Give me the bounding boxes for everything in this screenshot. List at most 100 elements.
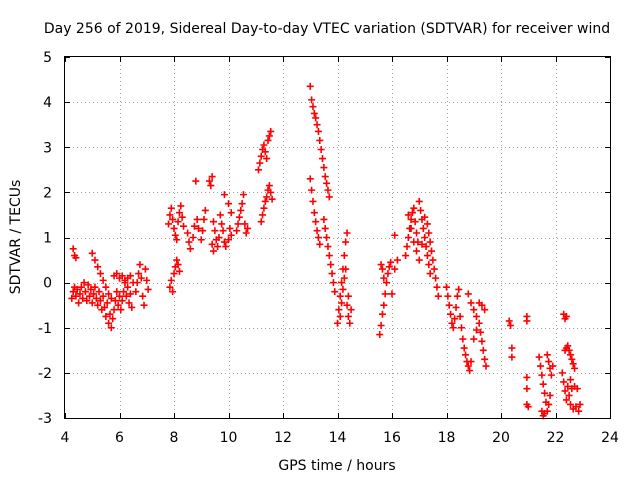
data-point xyxy=(99,292,107,300)
data-point xyxy=(136,261,144,269)
data-point xyxy=(139,292,147,300)
data-point xyxy=(331,288,339,296)
data-point xyxy=(140,301,148,309)
data-point xyxy=(524,403,532,411)
data-point xyxy=(83,297,91,305)
data-point xyxy=(340,274,348,282)
data-point xyxy=(387,258,395,266)
data-point xyxy=(79,294,87,302)
data-point xyxy=(388,290,396,298)
data-point xyxy=(430,265,438,273)
data-point xyxy=(481,306,489,314)
data-point xyxy=(576,400,584,408)
y-tick-label: -1 xyxy=(38,321,52,337)
data-point xyxy=(310,209,318,217)
data-point xyxy=(175,267,183,275)
data-point xyxy=(566,351,574,359)
data-point xyxy=(444,292,452,300)
data-point xyxy=(118,272,126,280)
data-point xyxy=(481,355,489,363)
data-point xyxy=(87,285,95,293)
data-point xyxy=(313,121,321,129)
data-point xyxy=(210,218,218,226)
data-point xyxy=(211,227,219,235)
data-point xyxy=(564,382,572,390)
data-point xyxy=(478,301,486,309)
data-point xyxy=(451,315,459,323)
data-point xyxy=(257,218,265,226)
data-point xyxy=(425,229,433,237)
data-point xyxy=(523,373,531,381)
data-point xyxy=(91,256,99,264)
data-point xyxy=(239,191,247,199)
data-point xyxy=(107,324,115,332)
data-points xyxy=(68,82,584,420)
data-point xyxy=(227,231,235,239)
data-point xyxy=(244,224,252,232)
data-point xyxy=(76,290,84,298)
data-point xyxy=(477,328,485,336)
data-point xyxy=(325,252,333,260)
data-point xyxy=(96,297,104,305)
data-point xyxy=(72,292,80,300)
data-point xyxy=(537,362,545,370)
data-point xyxy=(404,211,412,219)
data-point xyxy=(423,220,431,228)
data-point xyxy=(260,141,268,149)
data-point xyxy=(185,238,193,246)
data-point xyxy=(75,299,83,307)
data-point xyxy=(338,279,346,287)
data-point xyxy=(343,301,351,309)
data-point xyxy=(324,186,332,194)
data-point xyxy=(173,236,181,244)
data-point xyxy=(329,279,337,287)
data-point xyxy=(259,211,267,219)
data-point xyxy=(220,191,228,199)
data-point xyxy=(313,227,321,235)
data-point xyxy=(376,331,384,339)
data-point xyxy=(541,409,549,417)
data-point xyxy=(459,335,467,343)
data-point xyxy=(562,396,570,404)
x-tick-label: 8 xyxy=(170,430,179,446)
data-point xyxy=(91,283,99,291)
data-point xyxy=(508,344,516,352)
data-point xyxy=(265,182,273,190)
data-point xyxy=(566,376,574,384)
data-point xyxy=(171,231,179,239)
data-point xyxy=(174,261,182,269)
data-point xyxy=(199,227,207,235)
data-point xyxy=(325,193,333,201)
data-point xyxy=(421,213,429,221)
data-point xyxy=(415,256,423,264)
data-point xyxy=(340,252,348,260)
data-point xyxy=(73,285,81,293)
data-point xyxy=(569,360,577,368)
data-point xyxy=(99,276,107,284)
data-point xyxy=(235,213,243,221)
data-point xyxy=(378,310,386,318)
data-point xyxy=(166,283,174,291)
data-point xyxy=(312,218,320,226)
data-point xyxy=(565,391,573,399)
data-point xyxy=(547,371,555,379)
data-point xyxy=(543,351,551,359)
data-point xyxy=(190,222,198,230)
data-point xyxy=(472,326,480,334)
data-point xyxy=(118,297,126,305)
data-point xyxy=(447,310,455,318)
data-point xyxy=(306,175,314,183)
data-point xyxy=(479,346,487,354)
x-tick-label: 16 xyxy=(383,430,401,446)
data-point xyxy=(114,301,122,309)
data-point xyxy=(452,303,460,311)
data-point xyxy=(320,215,328,223)
y-tick-label: 4 xyxy=(43,95,52,111)
data-point xyxy=(434,292,442,300)
data-point xyxy=(380,301,388,309)
data-point xyxy=(205,177,213,185)
data-point xyxy=(545,358,553,366)
data-point xyxy=(466,367,474,375)
data-point xyxy=(410,204,418,212)
data-point xyxy=(505,317,513,325)
